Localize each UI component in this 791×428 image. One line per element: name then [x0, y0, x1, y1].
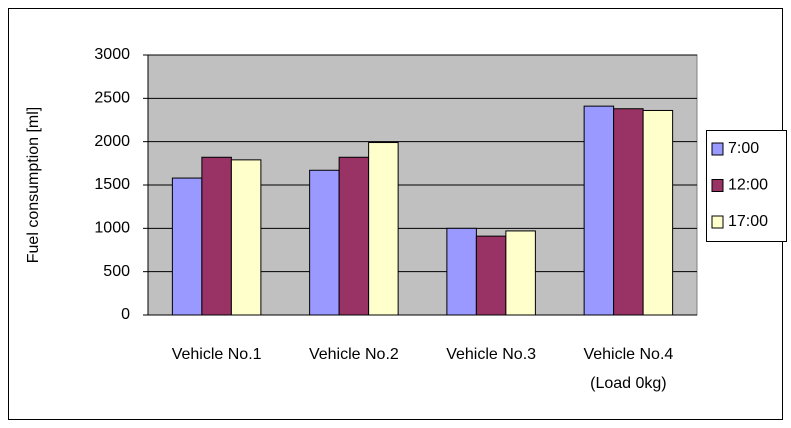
y-tick-label: 500	[103, 263, 130, 280]
legend-swatch	[711, 215, 724, 229]
bar	[201, 156, 232, 316]
y-axis-label: Fuel consumption [ml]	[25, 107, 42, 264]
bar	[583, 105, 615, 316]
bar	[475, 235, 507, 316]
bar	[505, 230, 536, 316]
x-tick-label: Vehicle No.4 (Load 0kg)	[583, 346, 674, 392]
legend-swatch	[711, 179, 724, 192]
bar	[171, 177, 203, 316]
bar	[613, 108, 644, 316]
legend-swatch	[711, 142, 724, 156]
bar	[446, 227, 477, 316]
bar	[642, 109, 674, 316]
y-tick-label: 3000	[94, 46, 130, 63]
bar	[309, 169, 340, 316]
x-tick-label: Vehicle No.2	[308, 346, 399, 363]
bar	[230, 159, 262, 316]
y-tick-label: 2000	[94, 133, 130, 150]
legend-label: 17:00	[728, 213, 768, 230]
legend-label: 7:00	[728, 140, 759, 157]
bar	[368, 142, 399, 316]
y-tick-label: 1000	[94, 220, 130, 237]
x-tick-label: Vehicle No.1	[171, 346, 262, 363]
y-tick-label: 1500	[94, 176, 130, 193]
y-tick-label: 2500	[94, 90, 130, 107]
bar	[338, 156, 370, 316]
legend-label: 12:00	[728, 177, 768, 194]
x-tick-label: Vehicle No.3	[446, 346, 537, 363]
y-tick-label: 0	[121, 306, 130, 323]
